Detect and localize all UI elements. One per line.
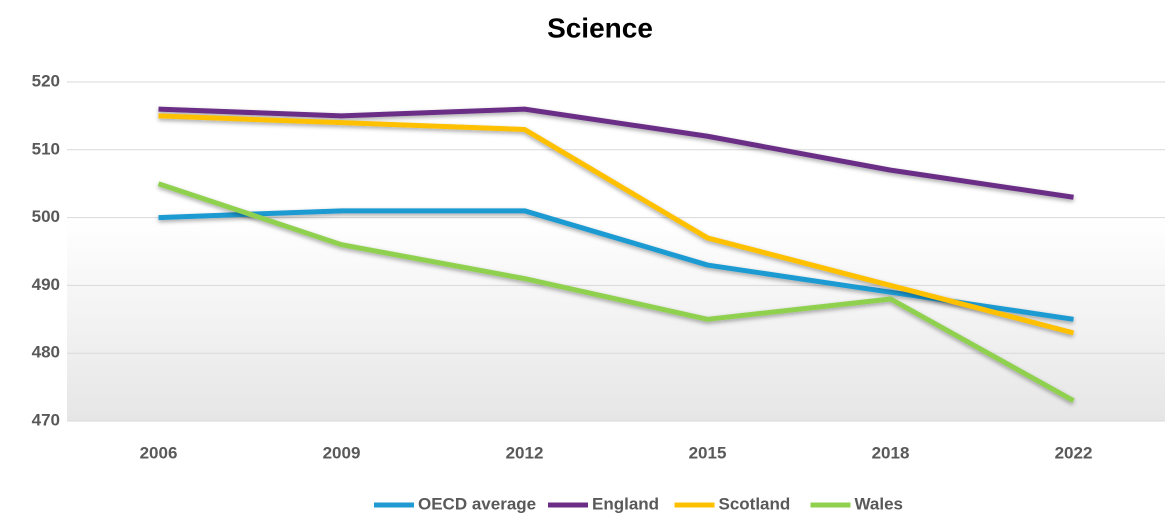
x-tick-label: 2009 [323,443,361,462]
legend-label: OECD average [418,494,536,513]
x-tick-label: 2018 [872,443,910,462]
legend-label: Wales [855,494,904,513]
series-line [157,181,1075,403]
series-line [158,113,1075,336]
plot-area [67,82,1165,421]
x-tick-label: 2012 [506,443,544,462]
series-line [158,106,1074,200]
y-tick-label: 500 [32,207,60,226]
y-tick-label: 490 [32,275,60,294]
series-line [158,208,1074,322]
x-tick-label: 2006 [140,443,178,462]
x-tick-label: 2022 [1055,443,1093,462]
y-tick-label: 480 [32,343,60,362]
x-tick-label: 2015 [689,443,727,462]
y-tick-label: 510 [32,139,60,158]
y-tick-label: 520 [32,71,60,90]
legend-label: Scotland [719,494,791,513]
legend-label: England [592,494,659,513]
chart-title: Science [547,12,653,43]
y-tick-label: 470 [32,410,60,429]
